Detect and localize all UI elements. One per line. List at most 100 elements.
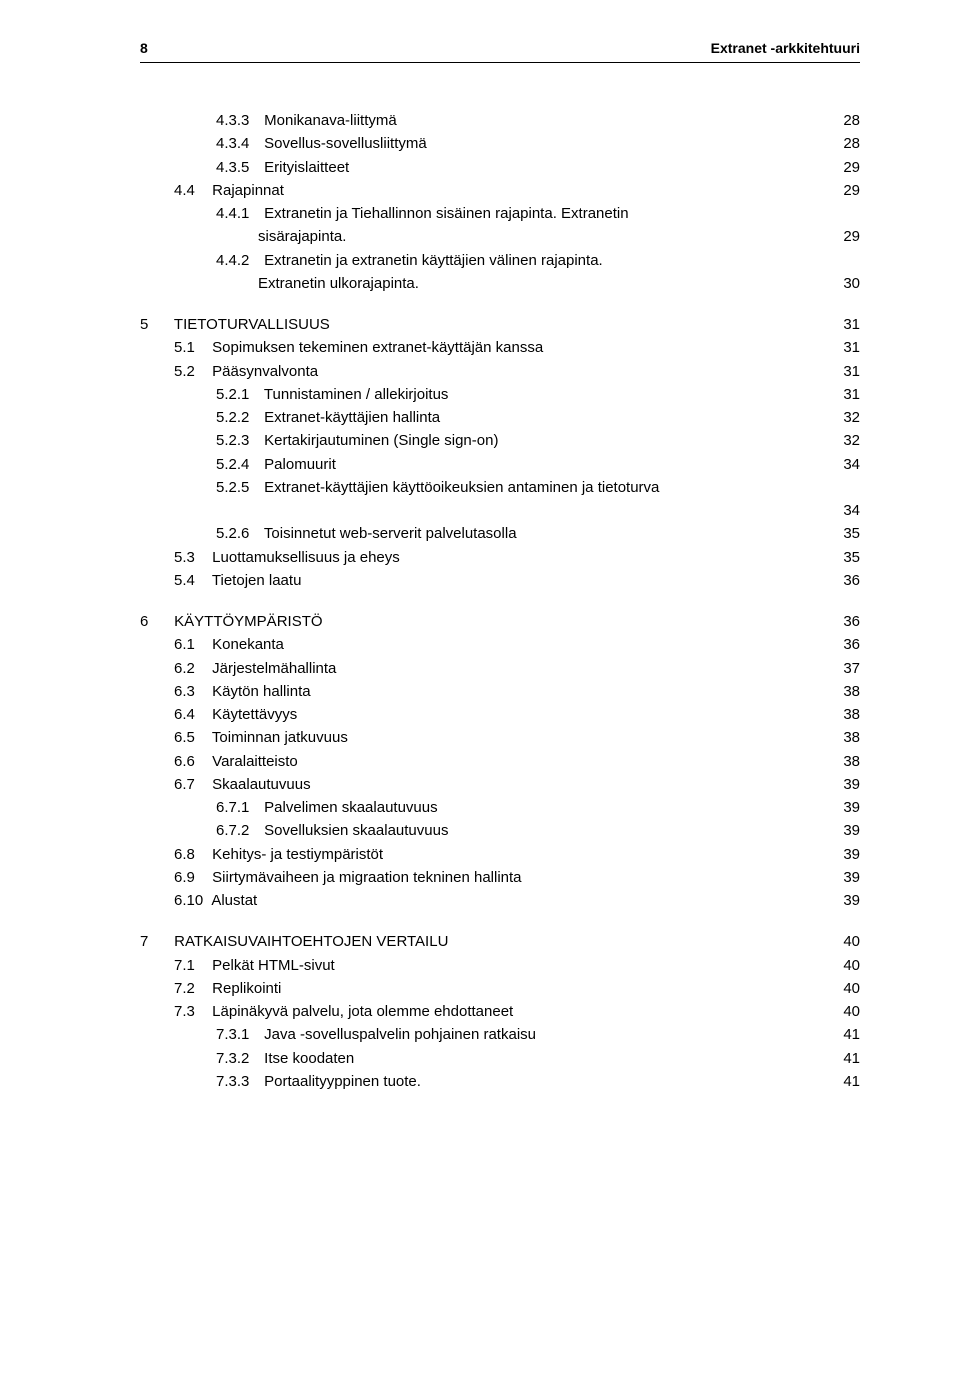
page-header: 8 Extranet -arkkitehtuuri [140, 40, 860, 56]
toc-text: Sovelluksien skaalautuvuus [264, 822, 448, 839]
toc-label: 5.2.1 Tunnistaminen / allekirjoitus [216, 383, 832, 406]
toc-number: 6.1 [174, 633, 208, 656]
toc-label: 5.2.4 Palomuurit [216, 453, 832, 476]
toc-entry: 6 KÄYTTÖYMPÄRISTÖ36 [140, 610, 860, 633]
toc-number: 4.4 [174, 179, 208, 202]
toc-text: TIETOTURVALLISUUS [174, 316, 330, 333]
toc-label: 5.1 Sopimuksen tekeminen extranet-käyttä… [174, 336, 832, 359]
toc-number: 6.7.1 [216, 796, 260, 819]
toc-entry: 6.3 Käytön hallinta38 [174, 680, 860, 703]
toc-text: RATKAISUVAIHTOEHTOJEN VERTAILU [174, 933, 448, 950]
toc-number: 7.1 [174, 954, 208, 977]
toc-label: 7.3.3 Portaalityyppinen tuote. [216, 1070, 832, 1093]
toc-label: 7.3 Läpinäkyvä palvelu, jota olemme ehdo… [174, 1000, 832, 1023]
toc-label: 7.3.2 Itse koodaten [216, 1047, 832, 1070]
toc-text: Rajapinnat [212, 182, 284, 199]
toc-entry: 7.3 Läpinäkyvä palvelu, jota olemme ehdo… [174, 1000, 860, 1023]
toc-entry: 4.3.3 Monikanava-liittymä 28 [216, 109, 860, 132]
toc-label: 6.8 Kehitys- ja testiympäristöt [174, 843, 832, 866]
toc-page: 39 [832, 889, 860, 912]
document-title: Extranet -arkkitehtuuri [711, 40, 860, 56]
toc-number: 4.3.3 [216, 109, 260, 132]
toc-page: 28 [832, 132, 860, 155]
toc-page: 38 [832, 680, 860, 703]
toc-label: 7.2 Replikointi [174, 977, 832, 1000]
toc-label: 5 TIETOTURVALLISUUS [140, 313, 832, 336]
toc-number: 5.3 [174, 546, 208, 569]
toc-number: 5.4 [174, 569, 208, 592]
toc-number: 6.5 [174, 726, 208, 749]
toc-entry: 7 RATKAISUVAIHTOEHTOJEN VERTAILU40 [140, 930, 860, 953]
toc-label: 5.4 Tietojen laatu [174, 569, 832, 592]
toc-page: 28 [832, 109, 860, 132]
toc-text: Extranetin ja extranetin käyttäjien väli… [264, 252, 603, 269]
toc-text: Java -sovelluspalvelin pohjainen ratkais… [264, 1026, 536, 1043]
toc-page: 31 [832, 360, 860, 383]
toc-entry: 5.2.5 Extranet-käyttäjien käyttöoikeuksi… [216, 476, 860, 499]
toc-number: 6.4 [174, 703, 208, 726]
toc-number: 5.1 [174, 336, 208, 359]
toc-entry: sisärajapinta. 29 [258, 225, 860, 248]
toc-page: 36 [832, 633, 860, 656]
toc-text: Toiminnan jatkuvuus [212, 729, 348, 746]
toc-number: 5.2 [174, 360, 208, 383]
toc-number: 6.10 [174, 889, 208, 912]
toc-text: Tunnistaminen / allekirjoitus [264, 386, 449, 403]
toc-text: Käytettävyys [212, 706, 297, 723]
toc-page: 38 [832, 750, 860, 773]
toc-text: Alustat [211, 892, 257, 909]
toc-label: 5.2 Pääsynvalvonta [174, 360, 832, 383]
toc-number: 4.4.2 [216, 249, 260, 272]
toc-text: Monikanava-liittymä [264, 112, 397, 129]
toc-page: 30 [832, 272, 860, 295]
toc-number: 4.4.1 [216, 202, 260, 225]
toc-label: 6.1 Konekanta [174, 633, 832, 656]
toc-page: 40 [832, 977, 860, 1000]
toc-page: 32 [832, 406, 860, 429]
toc-label: 6 KÄYTTÖYMPÄRISTÖ [140, 610, 832, 633]
toc-text: sisärajapinta. [258, 228, 346, 245]
toc-page: 39 [832, 866, 860, 889]
toc-entry: 5 TIETOTURVALLISUUS31 [140, 313, 860, 336]
toc-label: 7 RATKAISUVAIHTOEHTOJEN VERTAILU [140, 930, 832, 953]
header-rule [140, 62, 860, 63]
toc-entry: 5.2.6 Toisinnetut web-serverit palveluta… [216, 522, 860, 545]
toc-entry: 5.1 Sopimuksen tekeminen extranet-käyttä… [174, 336, 860, 359]
toc-label: 5.2.3 Kertakirjautuminen (Single sign-on… [216, 429, 832, 452]
toc-text: Portaalityyppinen tuote. [264, 1073, 421, 1090]
toc-text: Luottamuksellisuus ja eheys [212, 549, 400, 566]
toc-label: 7.1 Pelkät HTML-sivut [174, 954, 832, 977]
toc-text: Varalaitteisto [212, 753, 298, 770]
toc-number: 6.2 [174, 657, 208, 680]
toc-text: Extranet-käyttäjien hallinta [264, 409, 440, 426]
toc-text: Sovellus-sovellusliittymä [264, 135, 427, 152]
page-number: 8 [140, 40, 148, 56]
toc-page: 40 [832, 954, 860, 977]
toc-text: Extranetin ulkorajapinta. [258, 275, 419, 292]
toc-entry: 6.2 Järjestelmähallinta37 [174, 657, 860, 680]
toc-entry: 6.8 Kehitys- ja testiympäristöt39 [174, 843, 860, 866]
toc-entry: 6.1 Konekanta36 [174, 633, 860, 656]
toc-text: Pelkät HTML-sivut [212, 957, 335, 974]
toc-entry: 5.2.2 Extranet-käyttäjien hallinta32 [216, 406, 860, 429]
toc-label: 5.2.6 Toisinnetut web-serverit palveluta… [216, 522, 832, 545]
toc-number: 7.3.1 [216, 1023, 260, 1046]
toc-entry: 4.4 Rajapinnat29 [174, 179, 860, 202]
toc-label: 6.7.1 Palvelimen skaalautuvuus [216, 796, 832, 819]
toc-text: Läpinäkyvä palvelu, jota olemme ehdottan… [212, 1003, 513, 1020]
toc-number: 4.3.4 [216, 132, 260, 155]
toc-page: 29 [832, 225, 860, 248]
toc-page: 39 [832, 773, 860, 796]
toc-text: Sopimuksen tekeminen extranet-käyttäjän … [212, 339, 543, 356]
toc-label: 5.3 Luottamuksellisuus ja eheys [174, 546, 832, 569]
table-of-contents: 4.3.3 Monikanava-liittymä284.3.4 Sovellu… [140, 109, 860, 1093]
toc-entry: 5.3 Luottamuksellisuus ja eheys35 [174, 546, 860, 569]
toc-entry: 7.3.1 Java -sovelluspalvelin pohjainen r… [216, 1023, 860, 1046]
toc-entry: 6.6 Varalaitteisto38 [174, 750, 860, 773]
toc-page: 39 [832, 843, 860, 866]
toc-number: 6.7.2 [216, 819, 260, 842]
toc-label: 4.3.4 Sovellus-sovellusliittymä [216, 132, 832, 155]
toc-entry: 6.7.1 Palvelimen skaalautuvuus39 [216, 796, 860, 819]
toc-text: Extranetin ja Tiehallinnon sisäinen raja… [264, 205, 628, 222]
toc-entry: 7.1 Pelkät HTML-sivut40 [174, 954, 860, 977]
